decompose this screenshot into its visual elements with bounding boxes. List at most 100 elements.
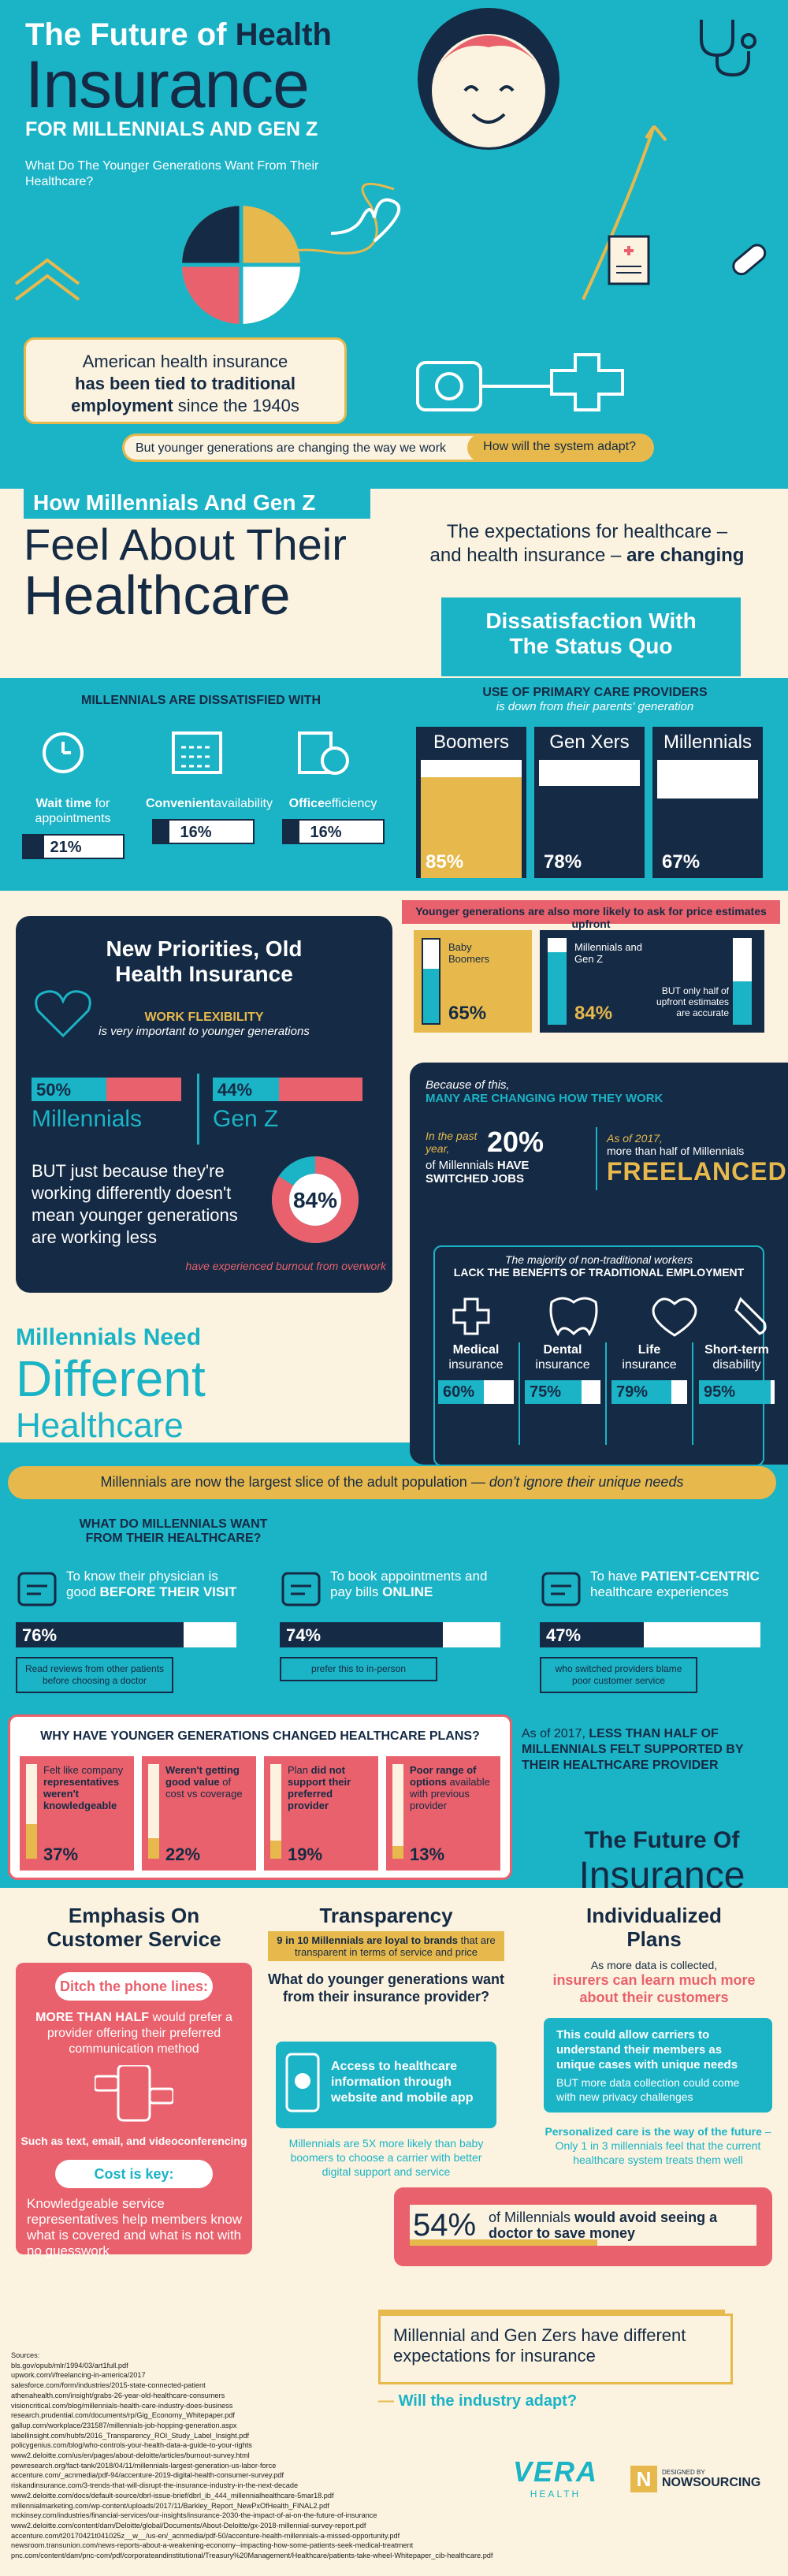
want-item: To know their physician is good BEFORE T…	[16, 1569, 252, 1707]
section-feel-title2: Healthcare	[24, 564, 291, 626]
dissat-value: 16%	[180, 824, 212, 841]
burnout-value: 84%	[293, 1188, 337, 1212]
sources-lines: bls.gov/opub/mlr/1994/03/art1full.pdf upw…	[11, 2361, 492, 2561]
why-text: Felt like company representatives weren'…	[43, 1764, 124, 1811]
primary-care-column: Gen Xers 78%	[534, 727, 645, 878]
benefit-icons	[452, 1297, 767, 1337]
why-value: 19%	[288, 1845, 323, 1864]
benefit-bar-fill	[611, 1380, 671, 1404]
vera-logo: VERA HEALTH	[512, 2455, 599, 2500]
why-value: 37%	[43, 1845, 79, 1864]
source-line: gallup.com/workplace/231587/millennials-…	[11, 2421, 237, 2429]
want-icon	[281, 1572, 321, 1606]
why-value: 13%	[410, 1845, 445, 1864]
why-bar-fill	[26, 1824, 37, 1859]
source-line: bls.gov/opub/mlr/1994/03/art1full.pdf	[11, 2361, 128, 2369]
price-note: Younger generations are also more likely…	[402, 900, 780, 930]
burnout-donut: 84%	[272, 1156, 359, 1243]
benefit-value: 60%	[443, 1383, 475, 1401]
ind-but: BUT more data collection could come with…	[556, 2076, 740, 2103]
benefit-value: 79%	[616, 1383, 649, 1401]
phone-cross-icon	[416, 353, 624, 411]
boomers-fill	[423, 969, 439, 1023]
why-value: 22%	[165, 1845, 201, 1864]
heart-icon	[331, 198, 401, 243]
source-line: labellinsight.com/hubfs/2016_Transparenc…	[11, 2431, 250, 2440]
why-bar-fill	[392, 1846, 403, 1859]
ind-box-text: This could allow carriers to understand …	[556, 2028, 738, 2072]
accurate-fill	[733, 981, 752, 1025]
intro-box: American health insurance has been tied …	[24, 337, 347, 424]
want-bar: 74%	[280, 1622, 500, 1647]
intro-pill: But younger generations are changing the…	[122, 434, 654, 462]
flex-genz: 44% Gen Z	[213, 1078, 362, 1133]
heart-outline-icon	[35, 990, 91, 1038]
more-half-a: MORE THAN HALF	[35, 2011, 150, 2024]
stethoscope-icon	[700, 20, 756, 77]
why-side: As of 2017, LESS THAN HALF OF MILLENNIAL…	[522, 1727, 744, 1772]
want-icon	[17, 1572, 57, 1606]
because-text: Because of this,	[426, 1078, 510, 1092]
flex-millennials: 50% Millennials	[32, 1078, 181, 1133]
want-note: prefer this to in-person	[280, 1657, 437, 1681]
flex-genz-fill	[213, 1078, 279, 1101]
benefit-name: Life insurance	[622, 1343, 677, 1372]
primary-care-bar: 67%	[657, 760, 758, 878]
dissat-bar-fill	[153, 821, 169, 843]
source-line: accenture.com/_acnmedia/pdf-94/accenture…	[11, 2471, 284, 2480]
primary-care-fill	[421, 777, 522, 878]
why-text: Weren't getting good value of cost vs co…	[165, 1764, 243, 1800]
avoid-pct: 54%	[413, 2208, 477, 2243]
flex-genz-value: 44%	[217, 1080, 253, 1100]
source-line: pewresearch.org/fact-tank/2018/04/11/mil…	[11, 2461, 277, 2470]
chat-phone-icon	[95, 2065, 173, 2122]
benefit-value: 95%	[704, 1383, 736, 1401]
why-bar-fill	[148, 1838, 159, 1859]
benefit-item: Short-term disability 95%	[693, 1342, 780, 1445]
switched-a: of Millennials	[426, 1159, 497, 1172]
as-of: As of 2017,	[607, 1132, 663, 1145]
dissat-item: Wait time for appointments 21%	[16, 796, 130, 859]
dissat-bar: 16%	[151, 819, 255, 844]
nowsourcing-logo: N DESIGNED BY NOWSOURCING	[630, 2466, 760, 2492]
source-line: www2.deloitte.com/content/dam/Deloitte/g…	[11, 2521, 366, 2529]
ind-personal: Personalized care is the way of the futu…	[545, 2125, 771, 2166]
primary-care-value: 67%	[662, 851, 701, 873]
why-item: Weren't getting good value of cost vs co…	[142, 1756, 256, 1871]
such-as: Such as text, email, and videoconferenci…	[20, 2135, 247, 2147]
dissat-bar: 16%	[281, 819, 385, 844]
ind-insurers-text: insurers can learn much more about their…	[552, 1972, 756, 2005]
benefit-name: Short-term disability	[704, 1343, 769, 1372]
want-bar-fill	[16, 1622, 184, 1647]
different-line1: Millennials Need	[16, 1324, 202, 1350]
switched-pct: 20%	[487, 1126, 545, 1158]
why-bar	[26, 1764, 37, 1859]
benefit-bar-fill	[438, 1380, 484, 1404]
benefit-bar: 60%	[438, 1380, 514, 1404]
title-insurance: Insurance	[25, 47, 310, 121]
dissatisfied-heading: MILLENNIALS ARE DISSATISFIED WITH	[81, 694, 321, 707]
switched-b: HAVE SWITCHED JOBS	[426, 1159, 530, 1186]
dissat-title: Dissatisfaction With The Status Quo	[441, 597, 741, 676]
mobile-icon	[285, 2053, 320, 2113]
dissat-bar-fill	[283, 821, 299, 843]
why-bar-fill	[270, 1841, 281, 1859]
intro-pill-right: How will the system adapt?	[467, 434, 652, 462]
closing-box-front: Millennial and Gen Zers have different e…	[378, 2314, 733, 2384]
priorities-title2: Health Insurance	[115, 962, 293, 986]
source-line: www2.deloitte.com/docs/default-source/db…	[11, 2491, 334, 2500]
boomers-label: Baby Boomers	[448, 941, 490, 965]
source-line: newsroom.transunion.com/news-reports-abo…	[11, 2541, 414, 2550]
price-millennials: Millennials and Gen Z 84% BUT only half …	[540, 930, 764, 1033]
benefit-bar: 79%	[611, 1380, 687, 1404]
priorities-panel: New Priorities, Old Health Insurance WORK…	[16, 916, 392, 1293]
benefit-bar-fill	[525, 1380, 582, 1404]
source-line: research.prudential.com/documents/rp/Gig…	[11, 2411, 235, 2420]
source-line: visioncritical.com/blog/millennials-heal…	[11, 2401, 233, 2410]
ind-as-more: As more data is collected,	[590, 1959, 718, 1971]
primary-care-bar: 78%	[539, 760, 640, 878]
cs-title: Emphasis On Customer Service	[46, 1904, 221, 1951]
millennials-label: Millennials and Gen Z	[574, 941, 642, 965]
source-line: athenahealth.com/insight/grabs-26-year-o…	[11, 2391, 225, 2399]
primary-care-bar: 85%	[421, 760, 522, 878]
